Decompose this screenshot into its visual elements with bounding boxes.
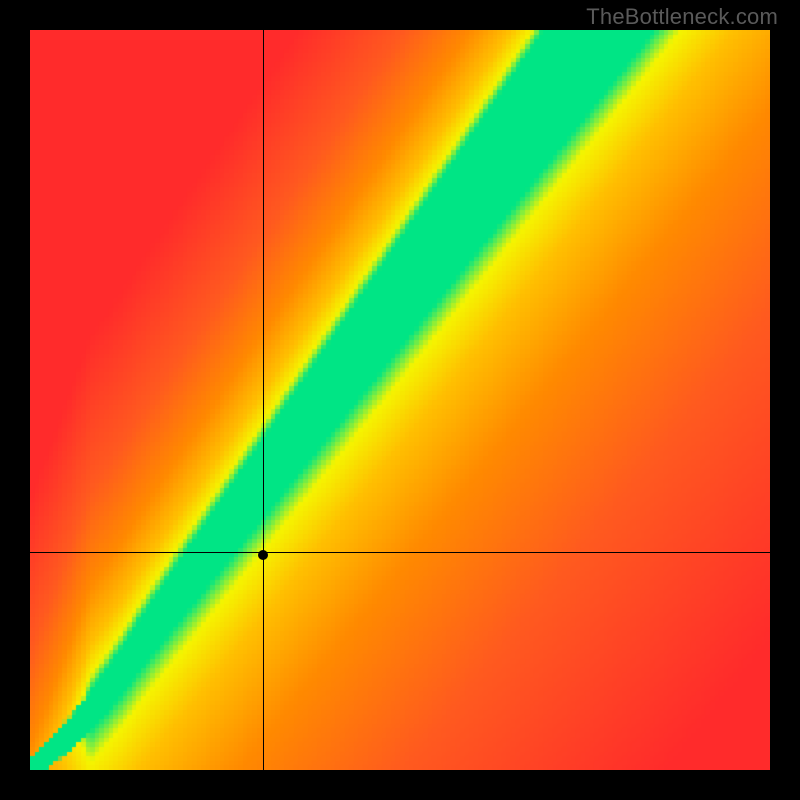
crosshair-vertical bbox=[263, 30, 264, 770]
plot-area bbox=[30, 30, 770, 770]
data-point-marker bbox=[258, 550, 268, 560]
crosshair-horizontal bbox=[30, 552, 770, 553]
watermark-text: TheBottleneck.com bbox=[586, 4, 778, 30]
chart-container: TheBottleneck.com bbox=[0, 0, 800, 800]
heatmap-canvas bbox=[30, 30, 770, 770]
